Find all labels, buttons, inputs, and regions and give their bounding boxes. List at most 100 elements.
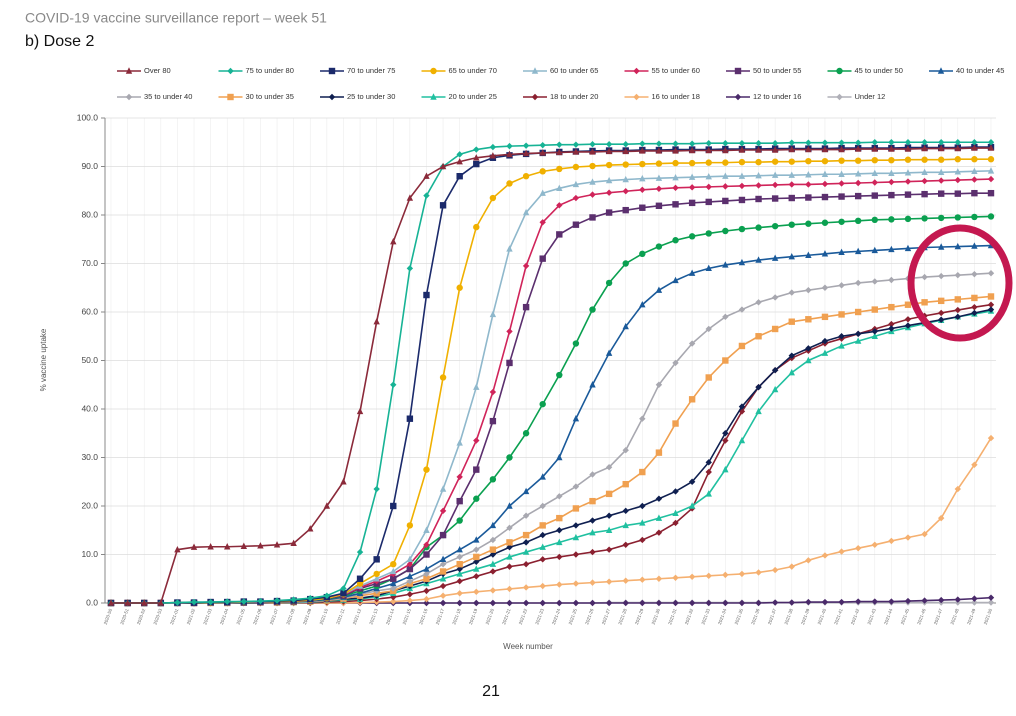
marker [655,185,663,193]
marker [672,184,679,192]
marker [506,539,513,546]
series-line [111,158,991,604]
marker [639,250,646,257]
marker [821,170,829,177]
marker [987,434,995,442]
marker [605,147,613,155]
marker [227,67,234,75]
x-tick-label: 2021-22 [518,608,529,626]
marker [672,173,679,181]
marker [489,417,497,425]
marker [633,67,640,75]
series [107,144,995,606]
marker [655,599,663,607]
marker [921,139,928,146]
marker [473,154,480,161]
marker [439,531,447,539]
marker [854,247,862,255]
marker [888,245,895,253]
legend-item: 45 to under 50 [827,66,903,75]
marker [340,585,347,592]
marker [489,546,497,553]
marker [987,270,995,277]
marker [788,158,795,165]
y-tick-label: 40.0 [81,403,98,413]
marker [539,531,546,539]
marker [672,147,679,154]
marker [456,439,463,446]
marker [622,175,629,183]
marker [688,599,696,607]
marker [805,139,812,146]
x-tick-label: 2021-47 [933,608,944,626]
marker [622,521,629,529]
marker [838,548,845,555]
legend-label: 60 to under 65 [550,66,598,75]
marker [639,204,646,211]
marker [705,230,712,237]
marker [506,142,513,150]
marker [340,590,347,597]
marker [390,579,397,587]
marker [473,558,480,565]
marker [722,183,729,190]
marker [672,488,679,495]
marker [921,215,928,222]
marker [771,146,779,153]
marker [572,148,580,155]
y-tick-label: 100.0 [77,112,99,122]
legend-item: Under 12 [827,92,885,101]
marker [605,578,613,585]
marker [821,313,829,321]
marker [921,144,928,152]
y-axis-label: % vaccine uptake [39,328,48,391]
marker [738,436,746,444]
marker [771,294,779,301]
marker [937,214,945,222]
marker [589,306,596,313]
marker [755,407,762,415]
x-tick-label: 2021-19 [468,608,479,626]
legend-item: 12 to under 16 [726,92,801,101]
marker [506,544,513,551]
marker [423,291,430,299]
x-tick-label: 2021-35 [734,608,745,626]
marker [174,545,181,553]
marker [888,145,895,152]
marker [987,301,995,308]
marker [556,527,563,534]
plot-area: 0.0 10.0 20.0 30.0 40.0 50.0 60.0 70.0 80.0 90.0 1… [77,112,996,625]
x-tick-label: 2021-04 [219,608,230,626]
marker [788,599,795,606]
marker [838,145,845,153]
marker [622,322,629,330]
marker [639,174,646,182]
marker [921,168,928,176]
marker [854,598,862,605]
marker [423,466,430,473]
marker [987,293,995,300]
x-tick-label: 2021-42 [850,608,861,626]
marker [506,563,513,570]
marker [705,490,712,497]
marker [672,359,679,367]
marker [207,598,214,606]
marker [190,543,198,550]
marker [273,597,281,604]
marker [589,214,596,221]
marker [971,461,978,468]
marker [688,573,696,581]
report-subtitle: b) Dose 2 [25,33,94,50]
x-tick-label: 2021-01 [169,608,180,626]
marker [655,140,663,147]
marker [539,400,546,408]
marker [888,169,895,176]
marker [954,214,961,221]
marker [522,262,530,270]
marker [655,202,663,209]
marker [705,183,712,191]
legend-label: 18 to under 20 [550,92,598,101]
x-tick-label: 2021-13 [368,608,379,626]
marker [755,256,762,263]
marker [572,533,580,541]
